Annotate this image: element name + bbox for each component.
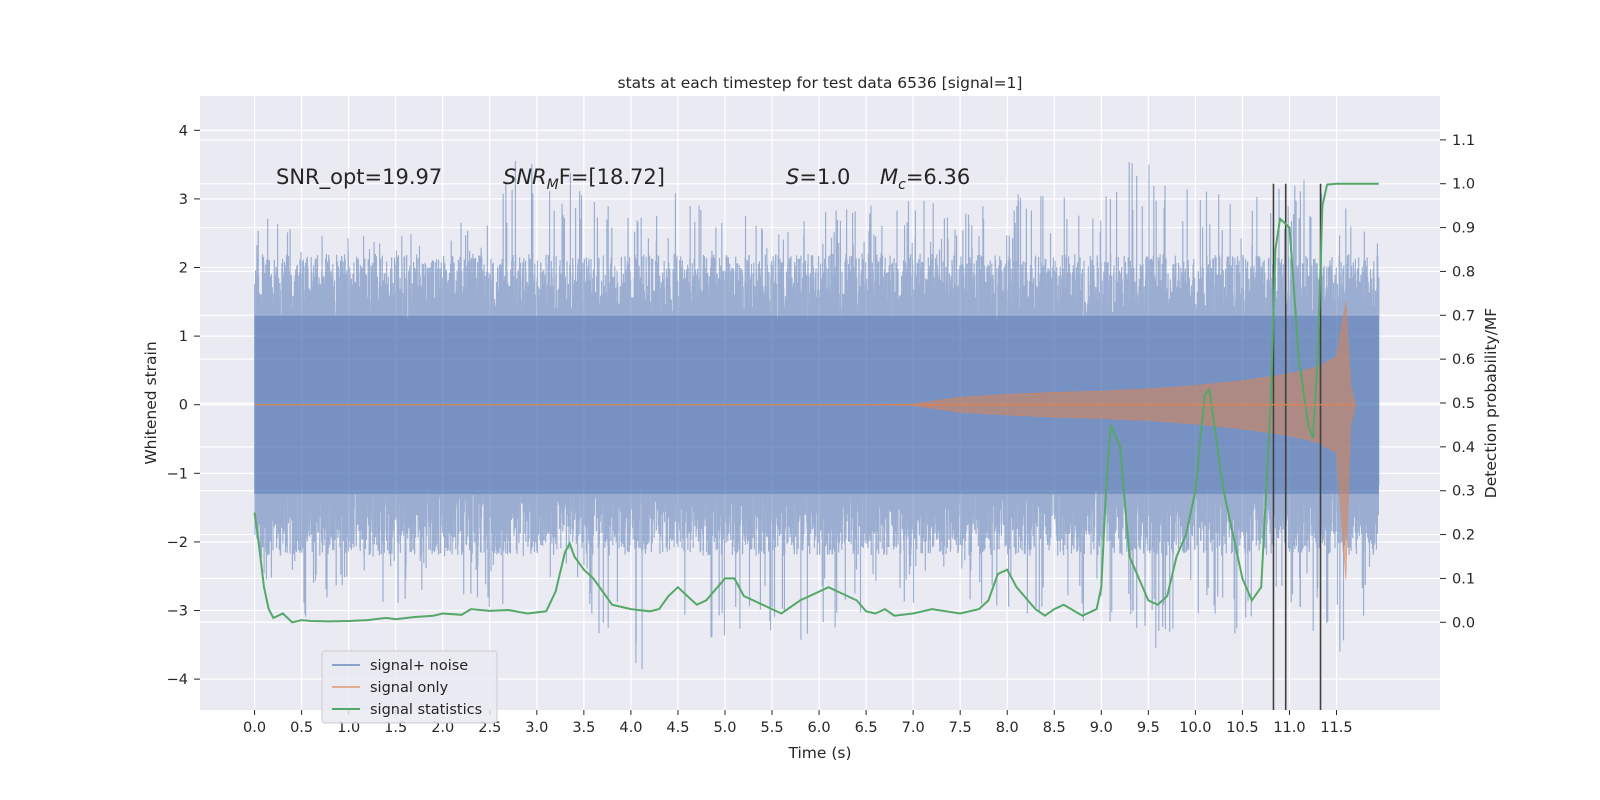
annotation-snr-opt: SNR_opt=19.97 [276,165,442,190]
y-tick-label: 0 [179,398,188,414]
y-right-axis-label: Detection probability/MF [1482,308,1500,499]
y-right-tick-label: 0.4 [1452,440,1475,456]
x-tick-label: 9.5 [1137,720,1160,736]
legend-label-signal-statistics: signal statistics [370,702,482,718]
y-tick-label: −1 [167,466,188,482]
y-right-tick-label: 1.1 [1452,133,1475,149]
x-tick-label: 0.5 [290,720,313,736]
x-tick-label: 3.0 [525,720,548,736]
y-tick-label: −2 [167,535,188,551]
y-tick-label: 2 [179,261,188,277]
annotation-s: S=1.0 [786,165,850,189]
legend: signal+ noise signal only signal statist… [321,650,498,724]
y-tick-label: −4 [167,672,188,688]
x-tick-label: 11.0 [1273,720,1305,736]
x-tick-label: 1.5 [384,720,407,736]
x-axis-label: Time (s) [787,744,851,762]
y-tick-label: 3 [179,192,188,208]
annotation-snr-mf: SNRMF=[18.72] [503,165,665,193]
x-tick-label: 4.0 [619,720,642,736]
x-tick-label: 2.0 [431,720,454,736]
x-tick-label: 4.5 [666,720,689,736]
mc-main: M [880,165,898,189]
y-right-axis-ticks: 0.0 0.1 0.2 0.3 0.4 0.5 0.6 0.7 0.8 0.9 1.0 1.1 [1440,133,1475,631]
y-tick-label: 1 [179,329,188,345]
x-tick-label: 5.0 [713,720,736,736]
snr-mf-main: SNR [503,165,547,189]
y-tick-label: −3 [167,604,188,620]
x-tick-label: 10.5 [1226,720,1258,736]
y-right-tick-label: 1.0 [1452,177,1475,193]
x-tick-label: 10.0 [1179,720,1211,736]
snr-mf-tail: F=[18.72] [559,165,665,189]
y-right-tick-label: 0.1 [1452,571,1475,587]
y-right-tick-label: 0.9 [1452,221,1475,237]
x-tick-label: 9.0 [1090,720,1113,736]
s-tail: =1.0 [799,165,850,189]
y-right-tick-label: 0.2 [1452,528,1475,544]
x-tick-label: 3.5 [572,720,595,736]
legend-label-signal-plus-noise: signal+ noise [370,658,468,674]
y-tick-label: 4 [179,123,188,139]
mc-sub: c [898,177,906,193]
y-right-tick-label: 0.5 [1452,396,1475,412]
legend-label-signal-only: signal only [370,680,449,696]
chart-title: stats at each timestep for test data 653… [618,74,1023,92]
x-tick-label: 6.0 [808,720,831,736]
legend-box [321,650,498,724]
y-right-tick-label: 0.8 [1452,264,1475,280]
annotation-mc: Mc=6.36 [880,165,970,193]
mc-tail: =6.36 [906,165,970,189]
snr-mf-sub: M [547,177,559,193]
y-right-tick-label: 0.3 [1452,484,1475,500]
x-tick-label: 1.0 [337,720,360,736]
series-signal-statistics [253,182,1379,624]
y-axis-ticks: 4 3 2 1 0 −1 −2 −3 −4 [167,123,200,688]
x-tick-label: 6.5 [855,720,878,736]
y-axis-label: Whitened strain [142,341,160,464]
y-right-tick-label: 0.6 [1452,352,1475,368]
x-tick-label: 11.5 [1320,720,1352,736]
s-main: S [786,165,799,189]
x-axis-ticks: 0.0 0.5 1.0 1.5 2.0 2.5 3.0 3.5 4.0 4.5 5.0 5.5 6.0 6… [243,710,1353,736]
x-tick-label: 0.0 [243,720,266,736]
x-tick-label: 7.5 [949,720,972,736]
x-tick-label: 8.5 [1043,720,1066,736]
x-tick-label: 5.5 [760,720,783,736]
x-tick-label: 2.5 [478,720,501,736]
y-right-tick-label: 0.0 [1452,615,1475,631]
x-tick-label: 8.0 [996,720,1019,736]
x-tick-label: 7.0 [902,720,925,736]
y-right-tick-label: 0.7 [1452,308,1475,324]
